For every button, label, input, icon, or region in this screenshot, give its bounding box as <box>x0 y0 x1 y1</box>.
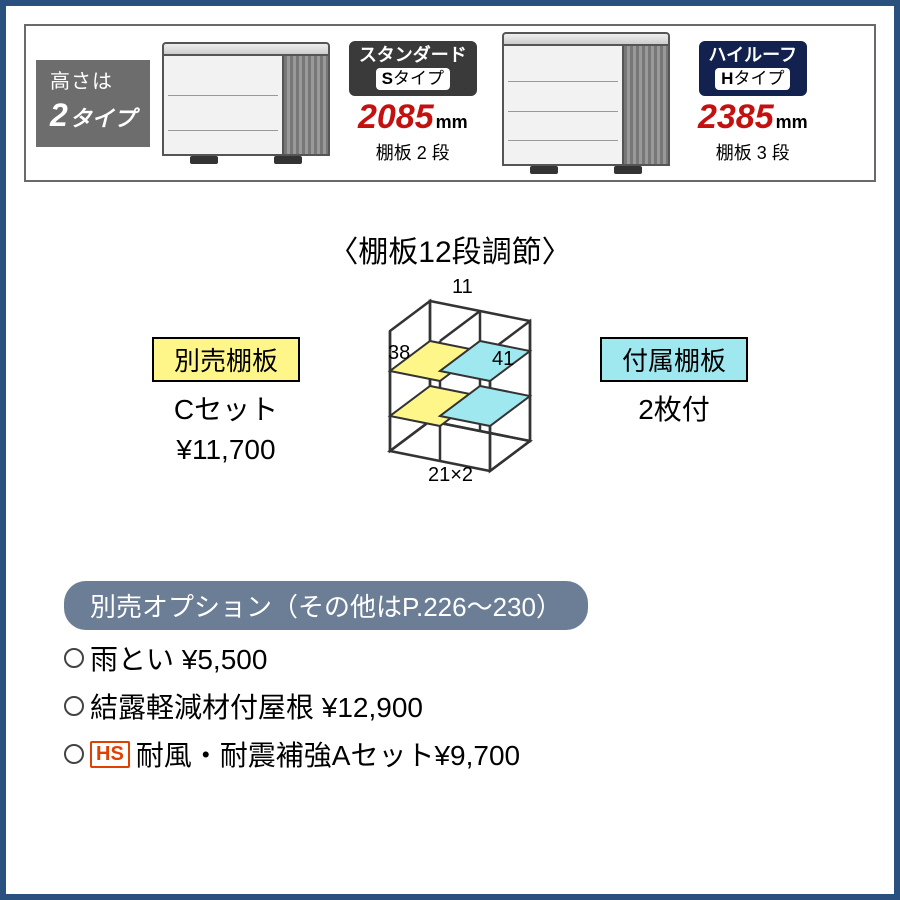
options-header: 別売オプション（その他はP.226～230） <box>64 581 588 630</box>
type-shelf-count: 棚板 3 段 <box>716 139 790 165</box>
included-shelf-count: 2枚付 <box>638 388 710 428</box>
optional-shelf-name: Cセット <box>174 388 278 428</box>
height-types-badge: 高さは 2タイプ <box>36 60 150 147</box>
shed-image <box>502 32 670 174</box>
type-block: スタンダードSタイプ2085mm棚板 2 段 <box>338 41 488 166</box>
shed-body <box>162 56 330 156</box>
type-shelf-count: 棚板 2 段 <box>376 139 450 165</box>
shed-feet <box>502 166 670 174</box>
option-item: 雨とい ¥5,500 <box>64 638 876 678</box>
shed-illustration <box>502 32 670 174</box>
shed-foot <box>274 156 302 164</box>
height-types-number: 2 <box>50 97 68 133</box>
shed-illustration <box>162 42 330 164</box>
optional-shelf-label: 別売棚板 <box>152 337 300 382</box>
type-pill: Hタイプ <box>715 68 790 90</box>
height-types-panel: 高さは 2タイプ スタンダードSタイプ2085mm棚板 2 段ハイルーフHタイプ… <box>24 24 876 182</box>
shed-foot <box>190 156 218 164</box>
shelf-iso-diagram: 11384121×2 <box>350 271 550 481</box>
variant: スタンダードSタイプ2085mm棚板 2 段 <box>162 32 488 174</box>
variant: ハイルーフHタイプ2385mm棚板 3 段 <box>502 32 828 174</box>
shed-image <box>162 42 330 164</box>
shed-open <box>164 56 284 154</box>
type-height: 2085mm <box>358 98 468 137</box>
shed-body <box>502 46 670 166</box>
shed-roof <box>502 32 670 46</box>
shed-shelf-line <box>168 130 278 131</box>
type-pill: Sタイプ <box>376 68 450 90</box>
shed-foot <box>614 166 642 174</box>
svg-text:41: 41 <box>492 348 514 370</box>
svg-text:11: 11 <box>452 276 473 298</box>
shed-shelf-line <box>508 81 618 82</box>
hs-badge: HS <box>90 741 130 768</box>
shelf-adjust-title: 〈棚板12段調節〉 <box>24 227 876 271</box>
height-types-line1: 高さは <box>50 70 136 95</box>
option-item: 結露軽減材付屋根 ¥12,900 <box>64 686 876 726</box>
options-list: 雨とい ¥5,500 結露軽減材付屋根 ¥12,900 HS耐風・耐震補強Aセット¥… <box>64 638 876 774</box>
type-height: 2385mm <box>698 98 808 137</box>
shed-foot <box>530 166 558 174</box>
shed-shelf-line <box>508 140 618 141</box>
svg-text:38: 38 <box>388 342 410 364</box>
shed-door <box>284 56 328 154</box>
shed-door <box>624 46 668 164</box>
shed-open <box>504 46 624 164</box>
type-header-top: ハイルーフ <box>709 45 798 67</box>
option-text: 結露軽減材付屋根 ¥12,900 <box>90 686 423 726</box>
type-header: ハイルーフHタイプ <box>699 41 808 97</box>
height-types-count-line: 2タイプ <box>50 95 136 135</box>
optional-shelf-block: 別売棚板 Cセット ¥11,700 <box>152 337 300 466</box>
included-shelf-block: 付属棚板 2枚付 <box>600 337 748 428</box>
shed-feet <box>162 156 330 164</box>
shelves-row: 別売棚板 Cセット ¥11,700 11384121×2 付属棚板 2枚付 <box>24 301 876 481</box>
shed-shelf-line <box>508 111 618 112</box>
included-shelf-label: 付属棚板 <box>600 337 748 382</box>
option-text: 雨とい ¥5,500 <box>90 638 267 678</box>
variants-row: スタンダードSタイプ2085mm棚板 2 段ハイルーフHタイプ2385mm棚板 … <box>162 32 864 174</box>
type-block: ハイルーフHタイプ2385mm棚板 3 段 <box>678 41 828 166</box>
type-header: スタンダードSタイプ <box>349 41 477 97</box>
shed-roof <box>162 42 330 56</box>
type-header-top: スタンダード <box>359 45 467 67</box>
option-text: 耐風・耐震補強Aセット¥9,700 <box>136 734 520 774</box>
option-item: HS耐風・耐震補強Aセット¥9,700 <box>64 734 876 774</box>
height-types-suffix: タイプ <box>70 106 136 131</box>
shed-shelf-line <box>168 95 278 96</box>
svg-text:21×2: 21×2 <box>428 464 473 486</box>
options-block: 別売オプション（その他はP.226～230） 雨とい ¥5,500 結露軽減材付屋… <box>64 581 876 774</box>
optional-shelf-price: ¥11,700 <box>176 434 275 466</box>
